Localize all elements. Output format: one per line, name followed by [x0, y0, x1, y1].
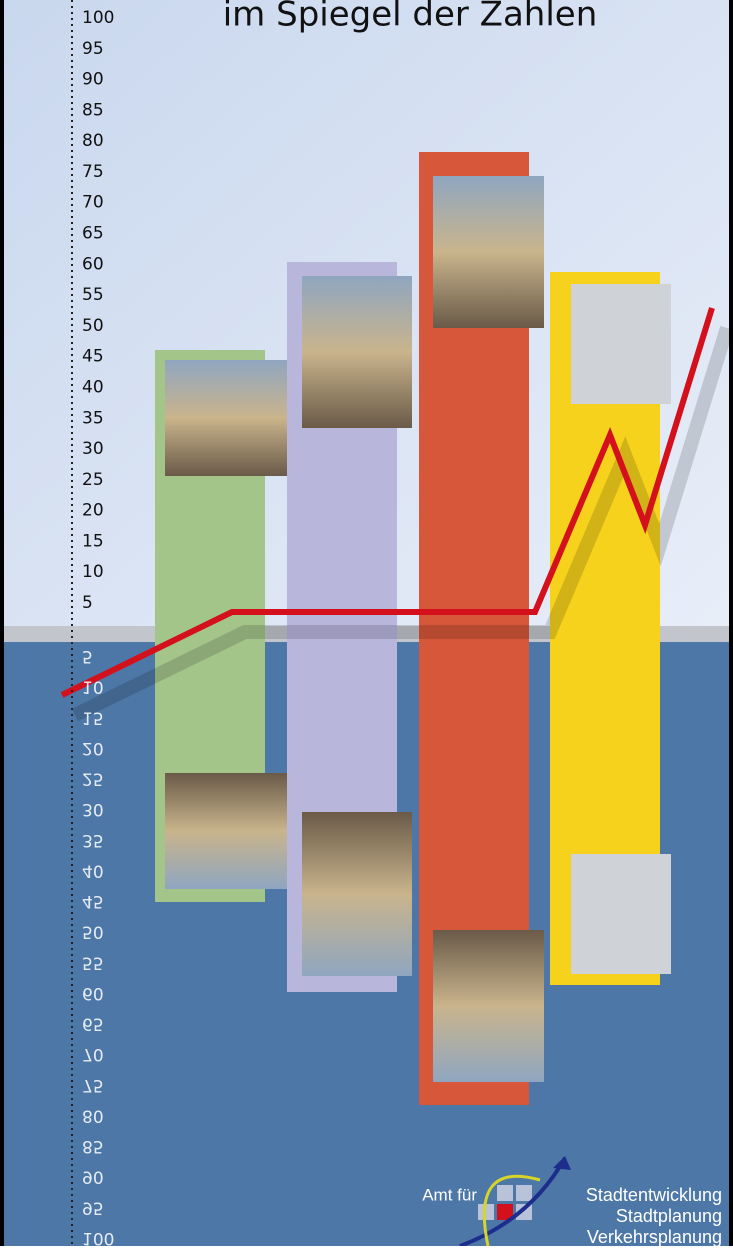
logo-square	[516, 1185, 532, 1201]
scale-label-reflected: 75	[82, 1075, 104, 1095]
scale-label-reflected: 90	[82, 1167, 104, 1187]
photo-townhall	[433, 176, 544, 328]
photo-seniors-reflection	[302, 812, 412, 976]
scale-label-reflected: 40	[82, 860, 104, 880]
logo-arrowhead	[553, 1156, 571, 1170]
photo-hall	[571, 284, 671, 404]
scale-label: 70	[82, 193, 104, 213]
scale-label: 85	[82, 100, 104, 120]
frame-left	[0, 0, 4, 1246]
scale-label-reflected: 25	[82, 769, 104, 789]
scale-label-reflected: 35	[82, 830, 104, 850]
logo-square	[478, 1204, 494, 1220]
scale-label: 20	[82, 501, 104, 521]
footer-line: Stadtplanung	[616, 1206, 722, 1226]
scale-label-reflected: 95	[82, 1197, 104, 1217]
scale-label-reflected: 30	[82, 799, 104, 819]
scale-label-reflected: 50	[82, 922, 104, 942]
logo-arc	[482, 1174, 541, 1247]
scale-label-reflected: 80	[82, 1105, 104, 1125]
scale-label: 65	[82, 224, 104, 244]
title: im Spiegel der Zahlen	[223, 0, 598, 35]
trend-line-shadow	[71, 325, 733, 722]
photo-townhall-reflection	[433, 930, 544, 1082]
scale-label-reflected: 55	[82, 952, 104, 972]
scale-label-reflected: 65	[82, 1014, 104, 1034]
logo-square	[497, 1204, 513, 1220]
scale-label: 10	[82, 562, 104, 582]
scale-label-reflected: 85	[82, 1136, 104, 1156]
scale-label: 50	[82, 316, 104, 336]
scale-label-reflected: 70	[82, 1044, 104, 1064]
logo-square	[516, 1204, 532, 1220]
scale-label-reflected: 10	[82, 677, 104, 697]
scale-label: 100	[82, 8, 114, 28]
frame-right	[729, 0, 733, 1246]
scale-label: 80	[82, 131, 104, 151]
scale-label-reflected: 60	[82, 983, 104, 1003]
scale-label: 75	[82, 162, 104, 182]
scale-label: 40	[82, 377, 104, 397]
scale-label-reflected: 45	[82, 891, 104, 911]
footer-line: Verkehrsplanung	[587, 1227, 722, 1246]
photo-hall-reflection	[571, 854, 671, 974]
footer-prefix: Amt für	[422, 1185, 477, 1204]
photo-park	[165, 360, 287, 476]
scale-label-reflected: 5	[82, 646, 93, 666]
scale-label-reflected: 20	[82, 738, 104, 758]
photo-park-reflection	[165, 773, 287, 889]
scale-label: 30	[82, 439, 104, 459]
scale-label: 5	[82, 593, 93, 613]
trend-line	[60, 307, 715, 698]
logo-arrow	[459, 1157, 567, 1248]
scale-label: 25	[82, 470, 104, 490]
scale-label: 35	[82, 408, 104, 428]
scale-label: 15	[82, 531, 104, 551]
scale-label: 60	[82, 254, 104, 274]
footer-line: Stadtentwicklung	[586, 1185, 722, 1205]
scale-label: 95	[82, 39, 104, 59]
scale-label: 90	[82, 70, 104, 90]
scale-label-reflected: 100	[82, 1228, 114, 1246]
scale-label-reflected: 15	[82, 707, 104, 727]
logo-square	[497, 1185, 513, 1201]
scale-label: 45	[82, 347, 104, 367]
photo-seniors	[302, 276, 412, 428]
scale-label: 55	[82, 285, 104, 305]
